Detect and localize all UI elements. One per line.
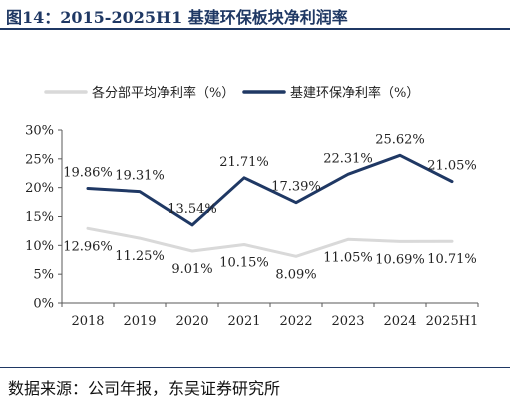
data-label-avg-margin: 11.25% xyxy=(115,249,165,264)
data-label-infra-margin: 13.54% xyxy=(167,202,217,217)
y-tick-label: 20% xyxy=(25,181,54,196)
data-label-infra-margin: 21.05% xyxy=(427,159,477,174)
data-label-avg-margin: 12.96% xyxy=(63,239,113,254)
source-bar: 数据来源：公司年报，东吴证券研究所 xyxy=(0,367,510,403)
x-tick-label: 2024 xyxy=(383,314,416,329)
data-label-infra-margin: 19.31% xyxy=(115,169,165,184)
data-label-avg-margin: 8.09% xyxy=(275,267,316,282)
data-label-infra-margin: 21.71% xyxy=(219,155,269,170)
x-tick-label: 2025H1 xyxy=(426,314,479,329)
y-tick-label: 30% xyxy=(25,124,54,139)
source-note: 数据来源：公司年报，东吴证券研究所 xyxy=(8,379,281,398)
y-tick-label: 5% xyxy=(33,268,54,283)
data-label-avg-margin: 10.71% xyxy=(427,252,477,267)
y-tick-label: 15% xyxy=(25,210,54,225)
y-tick-label: 25% xyxy=(25,152,54,167)
x-tick-label: 2021 xyxy=(227,314,260,329)
x-tick-label: 2019 xyxy=(123,314,156,329)
data-label-infra-margin: 17.39% xyxy=(271,180,321,195)
legend-label: 基建环保净利率（%） xyxy=(290,85,419,101)
line-chart: 0% 5% 10% 15% 20% 25% 30% 2018 2019 2020 2021 2022 2… xyxy=(25,85,479,329)
data-label-avg-margin: 11.05% xyxy=(323,250,373,265)
y-tick-label: 10% xyxy=(25,239,54,254)
title-bar: 图14：2015-2025H1 基建环保板块净利润率 xyxy=(0,0,510,30)
infra-env-margin-line xyxy=(86,153,454,227)
data-label-infra-margin: 25.62% xyxy=(375,132,425,147)
data-label-infra-margin: 22.31% xyxy=(323,151,373,166)
x-tick-label: 2023 xyxy=(331,314,364,329)
data-label-avg-margin: 9.01% xyxy=(171,262,212,277)
data-label-avg-margin: 10.69% xyxy=(375,252,425,267)
legend-label: 各分部平均净利率（%） xyxy=(92,85,234,101)
data-label-infra-margin: 19.86% xyxy=(63,165,113,180)
x-tick-label: 2022 xyxy=(279,314,312,329)
x-tick-label: 2018 xyxy=(71,314,104,329)
x-tick-label: 2020 xyxy=(175,314,208,329)
avg-segment-margin-line xyxy=(86,226,454,258)
data-label-avg-margin: 10.15% xyxy=(219,255,269,270)
y-tick-label: 0% xyxy=(33,297,54,312)
figure-title: 图14：2015-2025H1 基建环保板块净利润率 xyxy=(6,8,348,27)
